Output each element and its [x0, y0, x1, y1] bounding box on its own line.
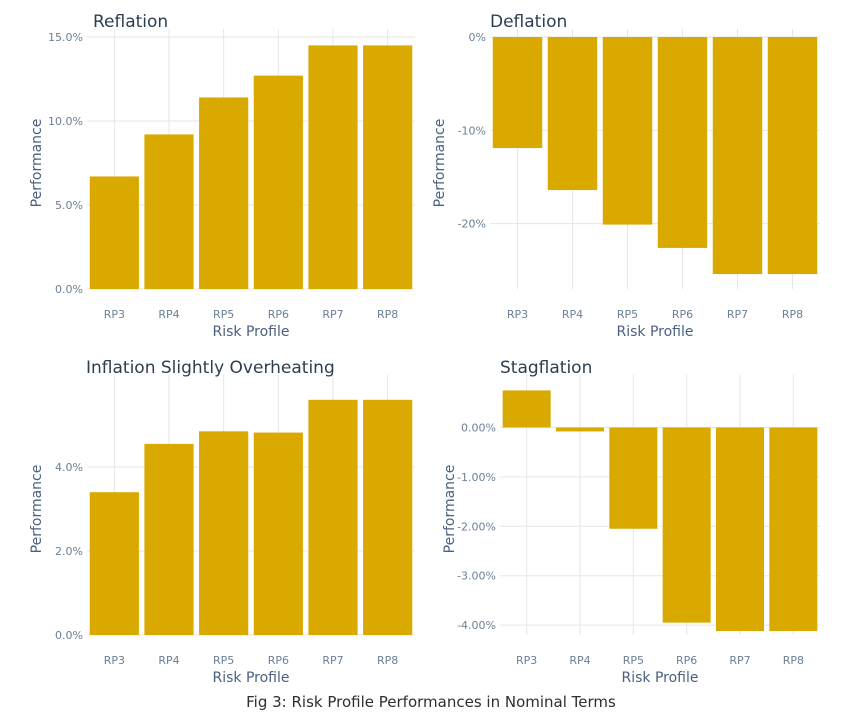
x-tick-label: RP5 — [213, 308, 234, 321]
y-tick-label: 0.0% — [55, 629, 83, 642]
y-tick-label: 10.0% — [48, 115, 83, 128]
y-tick-label: -3.00% — [457, 570, 496, 583]
x-tick-label: RP4 — [569, 654, 590, 667]
y-axis-label: Performance — [432, 119, 448, 208]
x-axis-label: Risk Profile — [213, 324, 290, 340]
bar-rp7 — [716, 427, 764, 632]
x-tick-label: RP6 — [672, 308, 693, 321]
bar-rp5 — [609, 427, 658, 529]
bar-rp7 — [712, 37, 763, 275]
bar-rp3 — [492, 37, 543, 149]
bar-rp8 — [769, 427, 818, 632]
x-axis-label: Risk Profile — [622, 670, 699, 686]
y-tick-label: 5.0% — [55, 199, 83, 212]
x-tick-label: RP8 — [782, 308, 803, 321]
y-tick-label: -4.00% — [457, 619, 496, 632]
x-tick-label: RP6 — [676, 654, 697, 667]
y-tick-label: 0.00% — [461, 421, 496, 434]
x-tick-label: RP8 — [377, 308, 398, 321]
bar-rp3 — [89, 492, 139, 635]
x-tick-label: RP5 — [213, 654, 234, 667]
x-tick-label: RP3 — [104, 654, 125, 667]
bar-rp6 — [253, 432, 303, 635]
x-tick-label: RP7 — [729, 654, 750, 667]
y-tick-label: 2.0% — [55, 545, 83, 558]
x-tick-label: RP3 — [507, 308, 528, 321]
x-tick-label: RP7 — [322, 308, 343, 321]
bar-rp7 — [308, 399, 358, 635]
y-axis-label: Performance — [442, 465, 458, 554]
bar-rp6 — [253, 75, 303, 289]
chart-panel-2: 0.0% 2.0% 4.0% RP3 RP4 RP5 RP6 RP7 RP8 Risk Profi… — [29, 358, 415, 686]
x-axis-label: Risk Profile — [213, 670, 290, 686]
bar-rp8 — [363, 45, 413, 290]
x-tick-label: RP5 — [623, 654, 644, 667]
x-tick-label: RP4 — [158, 654, 179, 667]
bar-rp4 — [144, 443, 194, 635]
y-tick-label: 4.0% — [55, 461, 83, 474]
y-tick-label: -2.00% — [457, 520, 496, 533]
y-tick-label: -10% — [458, 124, 486, 137]
bar-rp5 — [199, 97, 249, 289]
bar-rp8 — [767, 37, 818, 275]
chart-title: Deflation — [490, 12, 567, 32]
y-tick-label: 15.0% — [48, 31, 83, 44]
bar-rp5 — [602, 37, 653, 225]
chart-panel-3: -4.00% -3.00% -2.00% -1.00% 0.00% RP3 RP4 RP5 RP… — [442, 358, 820, 686]
y-tick-label: -20% — [458, 218, 486, 231]
x-tick-label: RP8 — [377, 654, 398, 667]
chart-panel-0: 0.0% 5.0% 10.0% 15.0% RP3 RP4 RP5 RP6 RP7 RP8 Risk… — [29, 12, 415, 340]
x-tick-label: RP4 — [158, 308, 179, 321]
x-axis-label: Risk Profile — [617, 324, 694, 340]
x-tick-label: RP7 — [322, 654, 343, 667]
x-tick-label: RP5 — [617, 308, 638, 321]
bar-rp3 — [89, 176, 139, 289]
chart-panel-1: -20% -10% 0% RP3 RP4 RP5 RP6 RP7 RP8 Risk Profile… — [432, 12, 820, 340]
chart-title: Stagflation — [500, 358, 592, 378]
bar-rp7 — [308, 45, 358, 290]
y-tick-label: 0% — [469, 31, 486, 44]
chart-title: Inflation Slightly Overheating — [86, 358, 335, 378]
x-tick-label: RP6 — [268, 654, 289, 667]
x-tick-label: RP3 — [104, 308, 125, 321]
bar-rp4 — [556, 427, 604, 432]
x-tick-label: RP8 — [783, 654, 804, 667]
figure-caption: Fig 3: Risk Profile Performances in Nomi… — [246, 693, 616, 711]
y-axis-label: Performance — [29, 119, 45, 208]
bar-rp6 — [657, 37, 708, 248]
chart-title: Reflation — [93, 12, 168, 32]
bar-rp4 — [547, 37, 598, 191]
x-tick-label: RP6 — [268, 308, 289, 321]
y-tick-label: -1.00% — [457, 471, 496, 484]
bar-rp8 — [363, 399, 413, 635]
x-tick-label: RP4 — [562, 308, 583, 321]
bar-rp4 — [144, 134, 194, 289]
x-tick-label: RP3 — [516, 654, 537, 667]
y-axis-label: Performance — [29, 465, 45, 554]
x-tick-label: RP7 — [727, 308, 748, 321]
bar-rp6 — [662, 427, 711, 623]
y-tick-label: 0.0% — [55, 283, 83, 296]
bar-rp3 — [502, 390, 551, 428]
bar-rp5 — [199, 431, 249, 635]
